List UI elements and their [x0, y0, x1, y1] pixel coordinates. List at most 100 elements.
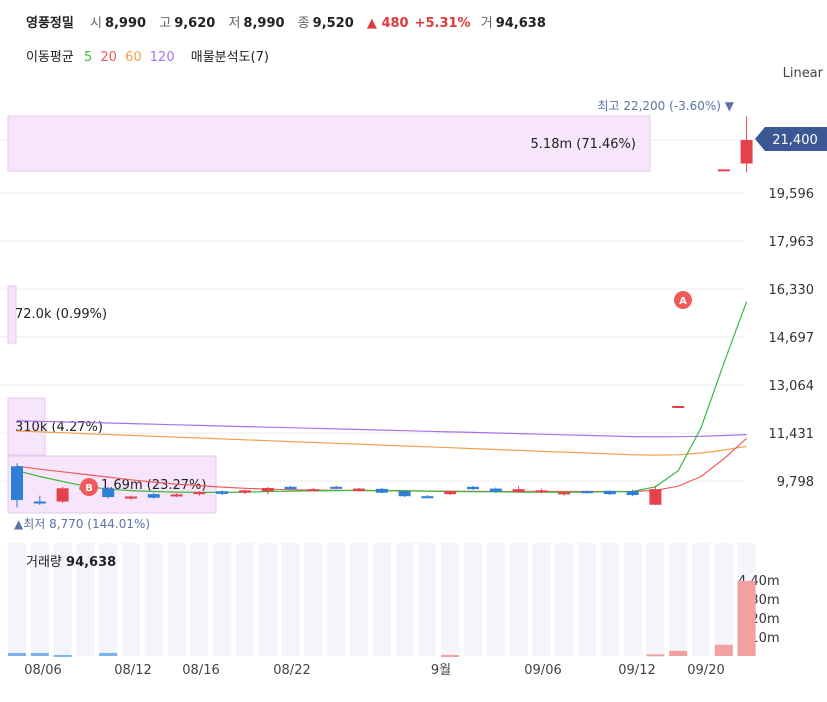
x-tick-label: 09/12 [618, 663, 655, 678]
volume-bg-bar [714, 543, 733, 656]
candle-body [125, 496, 137, 499]
volume-profile-band [7, 285, 17, 344]
volume-bg-bar [327, 543, 346, 656]
candle-body [558, 492, 571, 495]
volume-profile-label: 72.0k (0.99%) [15, 307, 107, 322]
volume-bg-bar [53, 543, 72, 656]
candle-body [11, 466, 23, 501]
candle-body [444, 491, 457, 495]
candle-body [581, 491, 593, 494]
volume-profile-band [7, 115, 651, 172]
ma60-line [16, 430, 747, 456]
x-tick-label: 9월 [431, 663, 451, 678]
x-tick-label: 08/22 [273, 663, 310, 678]
candle-body [717, 169, 730, 172]
volume-bar [30, 652, 49, 656]
y-tick-label: 16,330 [769, 283, 815, 298]
ma120-label[interactable]: 120 [149, 50, 175, 65]
volume-bg-bar [464, 543, 482, 656]
change-value: ▲ 480 [366, 16, 409, 31]
x-tick-label: 08/16 [182, 663, 219, 678]
volume-bg-bar [304, 543, 323, 656]
volume-bar [646, 654, 665, 657]
candle-body [535, 490, 548, 493]
y-tick-label: 11,431 [769, 427, 815, 442]
ma120-line [16, 420, 747, 438]
volume-bar [714, 644, 733, 656]
candle-body [102, 488, 115, 498]
ma20-label[interactable]: 20 [100, 50, 117, 65]
candle-body [672, 405, 685, 408]
volume-bar [8, 652, 26, 656]
y-tick-label: 9,798 [777, 475, 814, 490]
volume-profile-band [7, 397, 46, 456]
y-tick-label: 13,064 [769, 379, 815, 394]
candle-body [261, 487, 274, 492]
high-annotation: 최고 22,200 (-3.60%) ▼ [597, 99, 734, 113]
scale-toggle[interactable]: Linear [782, 66, 823, 81]
ma5-label[interactable]: 5 [83, 50, 93, 65]
candle-body [216, 491, 229, 494]
candle-body [421, 496, 434, 499]
volume-bg-bar [213, 543, 232, 656]
current-price-value: 21,400 [772, 133, 818, 148]
volume-bg-bar [350, 543, 368, 656]
y-tick-label: 19,596 [769, 187, 815, 202]
stock-name: 영풍정밀 [26, 16, 74, 31]
candle-body [193, 492, 206, 495]
volume-bg-bar [372, 543, 391, 656]
volume-bg-bar [692, 543, 710, 656]
volume-bg-bar [441, 543, 460, 656]
ma60-label[interactable]: 60 [125, 50, 142, 65]
low-value: 8,990 [243, 16, 285, 31]
volume-panel-header: 거래량 94,638 [26, 551, 116, 570]
volume-bg-bar [144, 543, 163, 656]
high-label: 고 [159, 16, 172, 31]
ma-legend-label: 이동평균 [26, 50, 74, 65]
marker-b-label: B [85, 483, 93, 494]
candle-body [353, 488, 365, 491]
volume-bg-bar [395, 543, 414, 656]
ma-legend[interactable]: 이동평균 5 20 60 120 매물분석도(7) [26, 46, 275, 65]
candle-body [512, 489, 525, 493]
volume-bar [53, 654, 72, 657]
volume-bg-bar [236, 543, 254, 656]
candle-body [170, 494, 183, 497]
low-label: 저 [228, 16, 241, 31]
marker-b [80, 478, 98, 496]
volume-bar [737, 580, 756, 656]
volume-bg-bar [532, 543, 551, 656]
volume-bg-bar [509, 543, 528, 656]
x-tick-label: 08/12 [114, 663, 151, 678]
candle-body [147, 494, 160, 498]
candle-body [489, 488, 502, 492]
volume-panel-label: 거래량 [26, 555, 62, 570]
candle-body [375, 488, 388, 493]
volume-bg-bar [600, 543, 619, 656]
volume-bar [669, 650, 688, 656]
candle-body [740, 139, 753, 164]
volume-profile-label: 5.18m (71.46%) [531, 137, 636, 152]
candle-body [284, 486, 297, 490]
volume-bg-bar [8, 543, 26, 656]
candle-body [239, 490, 251, 493]
volume-bg-bar [190, 543, 209, 656]
current-price-tag: 21,400 [755, 127, 827, 151]
y-tick-label: 14,697 [769, 331, 815, 346]
candle-body [626, 491, 639, 496]
candle-body [56, 488, 69, 502]
volume-bg-bar [281, 543, 300, 656]
marker-a-label: A [679, 296, 687, 307]
volume-bg-bar [258, 543, 277, 656]
high-value: 9,620 [174, 16, 216, 31]
open-label: 시 [89, 16, 102, 31]
volume-profile-label[interactable]: 매물분석도(7) [190, 50, 269, 65]
candle-body [307, 489, 320, 492]
volume-bg-bar [669, 543, 688, 656]
low-annotation: ▲최저 8,770 (144.01%) [14, 517, 150, 531]
candle-body [649, 489, 662, 505]
quote-header: 영풍정밀 시 8,990 고 9,620 저 8,990 종 9,520 ▲ 480 +5… [26, 12, 555, 31]
volume-bar [99, 652, 118, 656]
x-tick-label: 08/06 [24, 663, 61, 678]
